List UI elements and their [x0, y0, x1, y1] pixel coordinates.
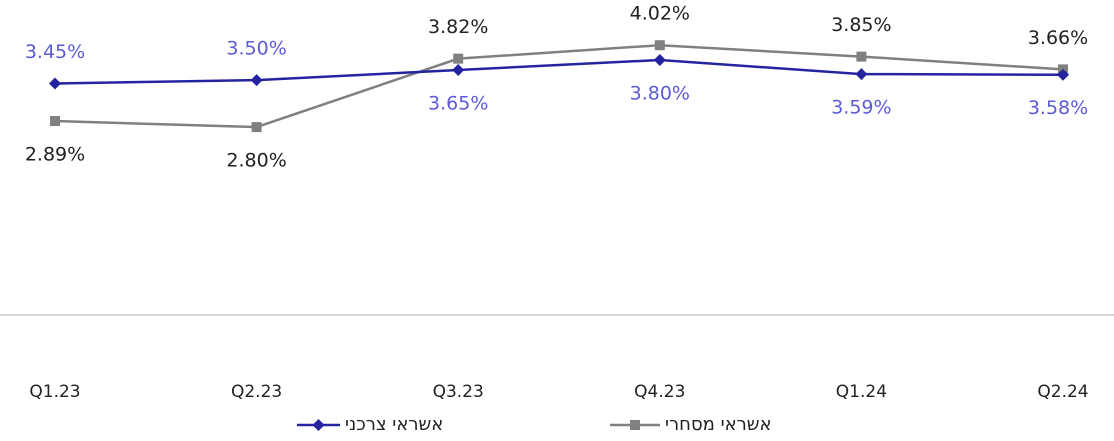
point — [50, 116, 60, 127]
point — [856, 51, 867, 62]
x-tick-label: Q4.23 — [634, 382, 685, 402]
point — [1057, 68, 1069, 81]
point — [654, 40, 665, 51]
data-label: 2.89% — [25, 144, 85, 166]
data-label: 3.58% — [1028, 97, 1088, 119]
point — [251, 122, 262, 133]
point — [250, 74, 263, 87]
x-tick-label: Q3.23 — [433, 382, 484, 402]
data-label: 3.45% — [25, 41, 85, 63]
data-label: 3.50% — [226, 38, 286, 60]
legend-marker — [630, 420, 640, 430]
data-label: 2.80% — [226, 150, 286, 172]
data-label: 3.80% — [630, 82, 690, 104]
data-label: 3.59% — [831, 97, 891, 119]
x-tick-label: Q1.23 — [29, 382, 80, 402]
series-line — [54, 58, 1064, 85]
x-tick-label: Q1.24 — [836, 382, 887, 402]
data-label: 3.85% — [831, 14, 891, 36]
data-label: 3.65% — [428, 93, 488, 115]
legend-label: אשראי צרכני — [345, 414, 443, 435]
point — [453, 53, 464, 64]
data-label: 4.02% — [630, 3, 690, 25]
legend-label: אשראי מסחרי — [665, 414, 772, 435]
series-line — [54, 43, 1064, 129]
point — [452, 64, 465, 77]
x-tick-label: Q2.23 — [231, 382, 282, 402]
data-label: 3.66% — [1028, 27, 1088, 49]
data-label: 3.82% — [428, 16, 488, 38]
point — [855, 68, 868, 81]
point — [49, 77, 61, 90]
legend-marker — [312, 419, 325, 431]
point — [653, 53, 666, 66]
x-tick-label: Q2.24 — [1037, 382, 1088, 402]
